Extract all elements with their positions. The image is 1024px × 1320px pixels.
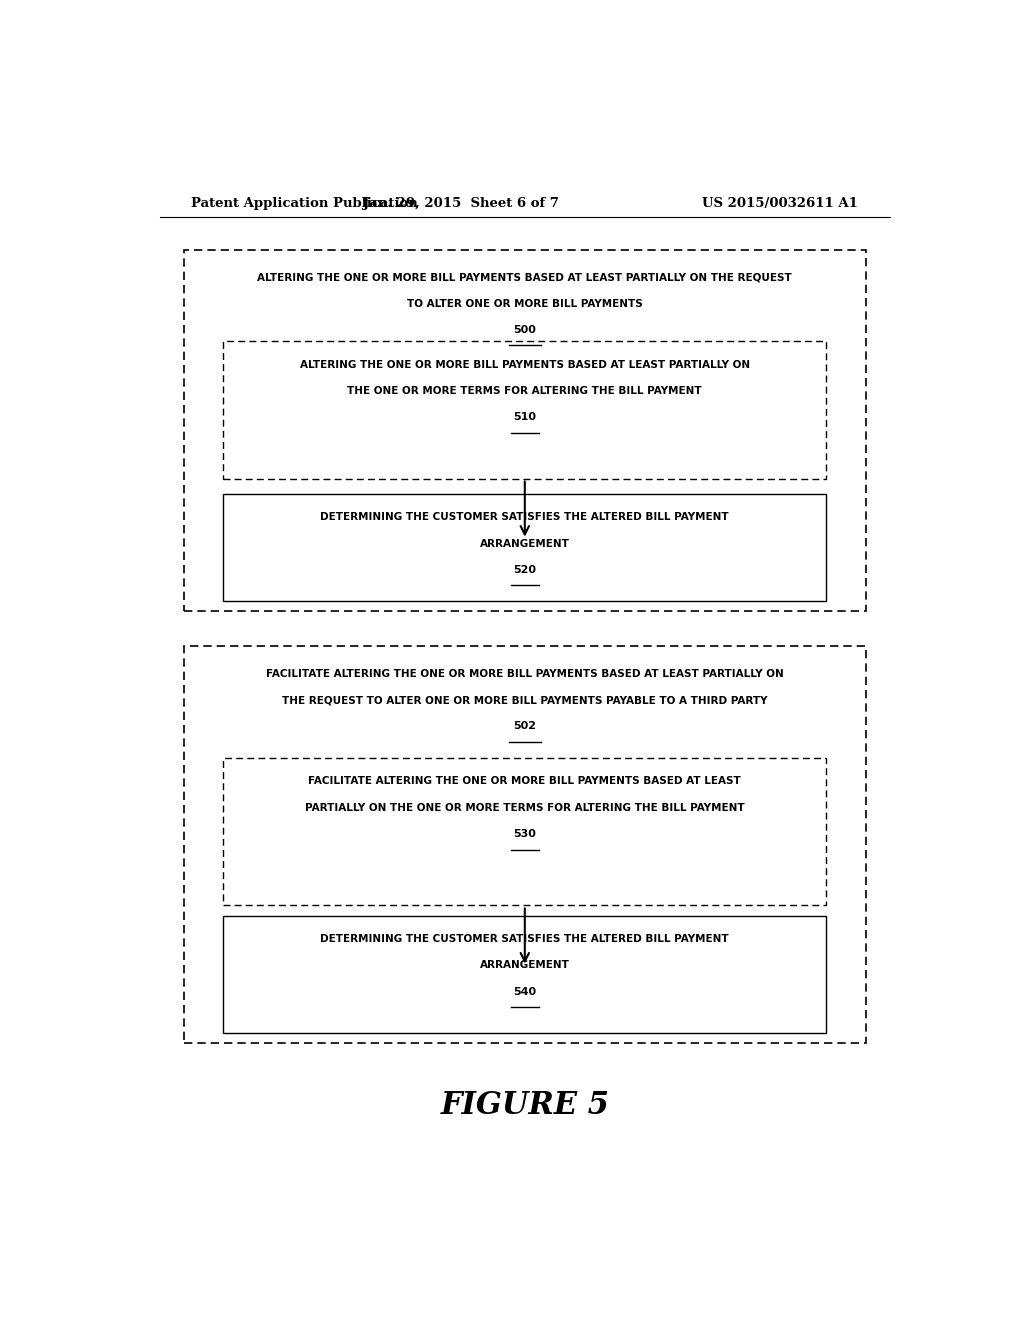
Text: FACILITATE ALTERING THE ONE OR MORE BILL PAYMENTS BASED AT LEAST PARTIALLY ON: FACILITATE ALTERING THE ONE OR MORE BILL… — [266, 669, 783, 678]
Text: 500: 500 — [513, 325, 537, 335]
Bar — [183, 249, 866, 611]
Text: TO ALTER ONE OR MORE BILL PAYMENTS: TO ALTER ONE OR MORE BILL PAYMENTS — [407, 298, 643, 309]
Text: US 2015/0032611 A1: US 2015/0032611 A1 — [702, 197, 858, 210]
Text: PARTIALLY ON THE ONE OR MORE TERMS FOR ALTERING THE BILL PAYMENT: PARTIALLY ON THE ONE OR MORE TERMS FOR A… — [305, 803, 744, 813]
Text: DETERMINING THE CUSTOMER SATISFIES THE ALTERED BILL PAYMENT: DETERMINING THE CUSTOMER SATISFIES THE A… — [321, 935, 729, 944]
Text: ALTERING THE ONE OR MORE BILL PAYMENTS BASED AT LEAST PARTIALLY ON THE REQUEST: ALTERING THE ONE OR MORE BILL PAYMENTS B… — [257, 272, 793, 282]
Text: 510: 510 — [513, 412, 537, 422]
Text: Patent Application Publication: Patent Application Publication — [191, 197, 418, 210]
Text: 520: 520 — [513, 565, 537, 576]
Text: ARRANGEMENT: ARRANGEMENT — [480, 961, 569, 970]
Text: FIGURE 5: FIGURE 5 — [440, 1090, 609, 1121]
Text: 530: 530 — [513, 829, 537, 840]
Bar — [223, 916, 826, 1032]
Bar — [183, 647, 866, 1043]
Bar — [223, 758, 826, 906]
Text: THE ONE OR MORE TERMS FOR ALTERING THE BILL PAYMENT: THE ONE OR MORE TERMS FOR ALTERING THE B… — [347, 385, 702, 396]
Text: 502: 502 — [513, 722, 537, 731]
Text: THE REQUEST TO ALTER ONE OR MORE BILL PAYMENTS PAYABLE TO A THIRD PARTY: THE REQUEST TO ALTER ONE OR MORE BILL PA… — [282, 696, 768, 705]
Text: 540: 540 — [513, 987, 537, 997]
Text: Jan. 29, 2015  Sheet 6 of 7: Jan. 29, 2015 Sheet 6 of 7 — [364, 197, 559, 210]
Bar — [223, 342, 826, 479]
Text: ARRANGEMENT: ARRANGEMENT — [480, 539, 569, 549]
Text: FACILITATE ALTERING THE ONE OR MORE BILL PAYMENTS BASED AT LEAST: FACILITATE ALTERING THE ONE OR MORE BILL… — [308, 776, 741, 787]
Text: ALTERING THE ONE OR MORE BILL PAYMENTS BASED AT LEAST PARTIALLY ON: ALTERING THE ONE OR MORE BILL PAYMENTS B… — [300, 359, 750, 370]
Bar — [223, 494, 826, 601]
Text: DETERMINING THE CUSTOMER SATISFIES THE ALTERED BILL PAYMENT: DETERMINING THE CUSTOMER SATISFIES THE A… — [321, 512, 729, 523]
